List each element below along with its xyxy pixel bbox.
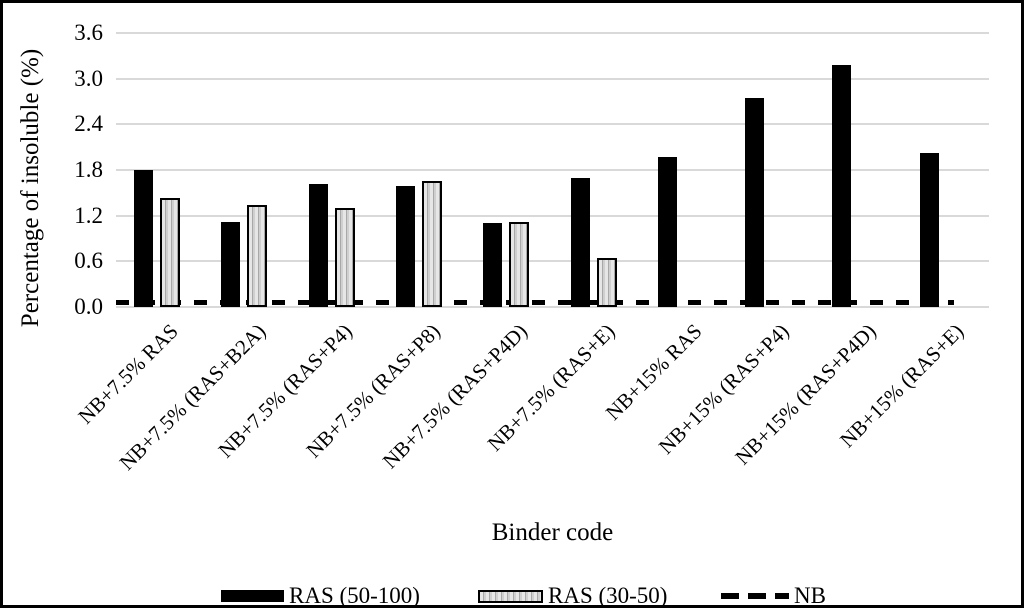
solid-black-bar-swatch bbox=[221, 590, 284, 602]
nb-dashed-line bbox=[116, 300, 954, 305]
y-tick-label: 0.6 bbox=[74, 248, 103, 274]
bar-ras-30-50 bbox=[509, 221, 530, 307]
y-tick-label: 3.0 bbox=[74, 65, 103, 91]
legend: RAS (50-100) RAS (30-50) NB bbox=[3, 583, 1021, 608]
bar-ras-50-100 bbox=[483, 223, 503, 307]
legend-label: RAS (50-100) bbox=[289, 583, 420, 608]
legend-label: RAS (30-50) bbox=[548, 583, 668, 608]
bar-ras-50-100 bbox=[308, 183, 328, 307]
bar-ras-50-100 bbox=[570, 177, 590, 307]
plot-area bbox=[116, 32, 989, 308]
gridline-1.2 bbox=[116, 214, 989, 217]
x-category-label: NB+7.5% (RAS+B2A) bbox=[114, 319, 270, 475]
bar-ras-50-100 bbox=[919, 152, 939, 307]
gridline-1.8 bbox=[116, 169, 989, 171]
legend-label: NB bbox=[794, 583, 826, 608]
bar-ras-50-100 bbox=[657, 157, 677, 307]
gridline-2.4 bbox=[116, 123, 989, 126]
bar-ras-50-100 bbox=[221, 221, 241, 307]
bar-ras-30-50 bbox=[160, 198, 180, 307]
bar-ras-30-50 bbox=[596, 257, 617, 307]
bar-ras-30-50 bbox=[421, 180, 442, 307]
gridline-0.0 bbox=[116, 306, 989, 308]
bar-ras-50-100 bbox=[395, 185, 415, 307]
legend-item-ras-30-50: RAS (30-50) bbox=[478, 583, 668, 608]
legend-item-nb: NB bbox=[721, 583, 826, 608]
x-axis-title: Binder code bbox=[491, 519, 614, 546]
striped-gray-bar-swatch bbox=[478, 589, 543, 603]
gridline-3.6 bbox=[116, 32, 989, 34]
y-tick-label: 2.4 bbox=[74, 111, 103, 137]
bar-ras-50-100 bbox=[134, 170, 153, 307]
gridline-3.0 bbox=[116, 77, 989, 80]
bar-ras-50-100 bbox=[832, 64, 852, 307]
y-tick-label: 0.0 bbox=[74, 294, 103, 319]
black-dashed-line-swatch bbox=[721, 593, 789, 599]
x-category-label: NB+7.5% (RAS+P4D) bbox=[377, 319, 532, 474]
y-tick-label: 1.2 bbox=[74, 202, 103, 228]
y-tick-label: 3.6 bbox=[74, 20, 103, 45]
y-tick-label: 1.8 bbox=[74, 157, 103, 182]
bar-ras-50-100 bbox=[745, 98, 765, 307]
bar-ras-30-50 bbox=[334, 208, 355, 307]
legend-item-ras-50-100: RAS (50-100) bbox=[221, 583, 420, 608]
gridline-0.6 bbox=[116, 260, 989, 263]
bar-ras-30-50 bbox=[247, 205, 268, 307]
